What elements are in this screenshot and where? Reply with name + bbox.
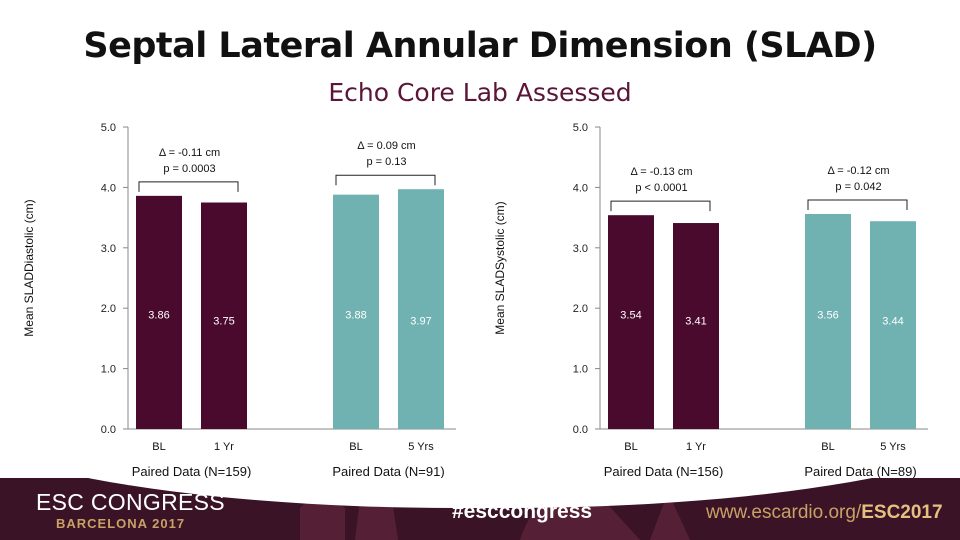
congress-logo-text: ESC CONGRESS	[36, 489, 225, 515]
bar-value-label: 3.41	[685, 315, 706, 327]
delta-annotation: Δ = -0.12 cm	[827, 165, 889, 177]
y-tick-label: 0.0	[101, 424, 116, 436]
bar-value-label: 3.86	[148, 309, 169, 321]
bar	[870, 221, 916, 429]
group-label: Paired Data (N=159)	[132, 464, 252, 479]
footer-banner	[0, 478, 960, 540]
bar-value-label: 3.44	[882, 315, 903, 327]
bar-value-label: 3.88	[345, 309, 366, 321]
group-label: Paired Data (N=156)	[604, 464, 724, 479]
slide-subtitle: Echo Core Lab Assessed	[328, 78, 632, 107]
delta-annotation: Δ = -0.11 cm	[159, 147, 220, 159]
p-value-annotation: p = 0.13	[366, 156, 406, 168]
y-tick-label: 0.0	[573, 424, 588, 436]
comparison-bracket	[335, 174, 436, 186]
website-suffix: ESC2017	[861, 502, 943, 523]
bar-value-label: 3.54	[620, 309, 641, 321]
y-tick-label: 5.0	[573, 122, 588, 134]
bar-value-label: 3.56	[817, 309, 838, 321]
group-label: Paired Data (N=89)	[804, 464, 916, 479]
bar	[805, 213, 851, 429]
bar	[398, 189, 444, 429]
bar-value-label: 3.75	[213, 315, 234, 327]
delta-annotation: Δ = 0.09 cm	[357, 140, 415, 152]
y-tick-label: 5.0	[101, 122, 116, 134]
x-category-label: BL	[821, 441, 834, 453]
comparison-bracket	[807, 199, 908, 210]
y-tick-label: 4.0	[101, 182, 116, 194]
x-category-label: BL	[349, 441, 362, 453]
bar	[136, 195, 182, 429]
x-category-label: 5 Yrs	[408, 441, 434, 453]
p-value-annotation: p = 0.042	[835, 181, 881, 193]
comparison-bracket	[610, 200, 711, 212]
y-tick-label: 3.0	[101, 243, 116, 255]
website-link[interactable]: www.escardio.org/ESC2017	[706, 502, 943, 524]
y-tick-label: 2.0	[101, 303, 116, 315]
y-tick-label: 3.0	[573, 243, 588, 255]
slide-title: Septal Lateral Annular Dimension (SLAD)	[83, 26, 877, 66]
charts-canvas: 0.0 1.0 2.0 3.0 4.0 5.0 Mean SLADDiastolic (cm…	[22, 122, 928, 479]
delta-annotation: Δ = -0.13 cm	[630, 166, 692, 178]
bar-value-label: 3.97	[410, 315, 431, 327]
p-value-annotation: p < 0.0001	[635, 182, 687, 194]
hashtag: #esccongress	[452, 500, 593, 523]
bar	[333, 194, 379, 429]
group-label: Paired Data (N=91)	[332, 464, 444, 479]
x-category-label: 1 Yr	[686, 441, 706, 453]
y-tick-label: 4.0	[573, 182, 588, 194]
y-tick-label: 2.0	[573, 303, 588, 315]
bar	[608, 215, 654, 429]
x-category-label: 5 Yrs	[880, 441, 906, 453]
y-axis-title: Mean SLADSystolic (cm)	[493, 201, 507, 334]
y-axis-title: Mean SLADDiastolic (cm)	[22, 199, 36, 336]
bar	[673, 223, 719, 429]
p-value-annotation: p = 0.0003	[163, 163, 215, 175]
bar	[201, 202, 247, 429]
congress-location: BARCELONA 2017	[56, 516, 186, 531]
y-tick-label: 1.0	[573, 364, 588, 376]
x-category-label: BL	[624, 441, 637, 453]
website-prefix: www.escardio.org/	[706, 502, 862, 523]
comparison-bracket	[138, 181, 239, 192]
x-category-label: 1 Yr	[214, 441, 234, 453]
x-category-label: BL	[152, 441, 165, 453]
y-tick-label: 1.0	[101, 364, 116, 376]
